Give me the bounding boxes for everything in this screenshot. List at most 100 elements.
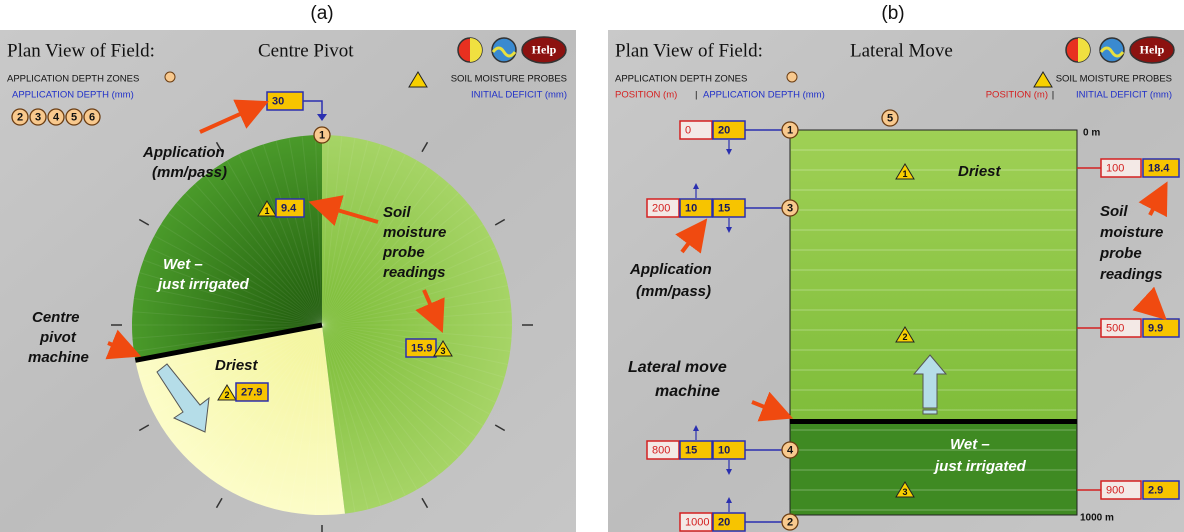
texture-line — [321, 324, 468, 448]
separator: | — [695, 90, 697, 101]
direction-arrow — [726, 497, 732, 503]
zone-number: 3 — [35, 111, 41, 123]
texture-line — [301, 324, 323, 515]
zone-number: 1 — [787, 124, 793, 136]
lateral-machine — [790, 419, 1077, 424]
texture-line — [215, 167, 323, 326]
texture-line — [238, 324, 323, 496]
depth-value: 20 — [718, 516, 730, 528]
texture-line — [262, 144, 323, 326]
wet-sector — [131, 135, 322, 361]
texture-line — [136, 285, 323, 326]
position-box — [1100, 480, 1142, 500]
texture-line — [321, 272, 505, 326]
texture-line — [321, 148, 394, 326]
help-button[interactable] — [1129, 36, 1175, 64]
zone-key — [164, 71, 176, 83]
depth-value: 20 — [718, 124, 730, 136]
texture-line — [250, 324, 323, 502]
texture-line — [321, 324, 490, 415]
texture-line — [321, 324, 511, 352]
depth-value: 10 — [685, 202, 697, 214]
view-button-half — [470, 38, 482, 62]
depth-box — [679, 198, 713, 218]
texture-line — [288, 324, 323, 513]
direction-arrow — [726, 227, 732, 233]
position-box — [679, 512, 713, 532]
help-button[interactable] — [521, 36, 567, 64]
callout-arrow — [308, 195, 379, 226]
texture-line — [132, 324, 323, 339]
annotation: probe — [1099, 245, 1142, 262]
position-value: 1000 — [685, 516, 709, 528]
connector — [303, 100, 323, 117]
angle-tick — [494, 218, 506, 226]
annotation: Soil — [1100, 203, 1128, 220]
depth-box — [1142, 480, 1180, 500]
callout-arrow — [105, 329, 142, 360]
annotation: moisture — [383, 224, 446, 241]
zone-number: 6 — [89, 111, 95, 123]
annotation: pivot — [39, 329, 77, 346]
depth-box — [405, 338, 437, 358]
texture-line — [321, 247, 496, 326]
annotation: Application — [629, 261, 712, 278]
help-label: Help — [1140, 42, 1165, 56]
probe-number: 1 — [264, 206, 269, 216]
depth-value: 9.4 — [281, 202, 297, 214]
panel-caption: (a) — [310, 3, 333, 24]
annotation: machine — [28, 349, 89, 366]
zone-number: 4 — [53, 111, 60, 123]
texture-line — [160, 223, 323, 326]
position-label: POSITION (m) — [986, 90, 1048, 101]
wet-strip — [789, 421, 1078, 516]
probe-number: 1 — [902, 169, 907, 179]
texture-line — [321, 285, 508, 326]
deficit-label: INITIAL DEFICIT (mm) — [1076, 90, 1172, 101]
angle-tick — [138, 218, 150, 226]
probes-label: SOIL MOISTURE PROBES — [451, 74, 567, 85]
panel-mode: Lateral Move — [850, 40, 953, 61]
zone-number: 5 — [887, 112, 893, 124]
depth-label: APPLICATION DEPTH (mm) — [12, 90, 134, 101]
rotation-arrow — [156, 363, 210, 433]
probe-number: 3 — [440, 346, 445, 356]
zone-number: 3 — [787, 202, 793, 214]
probe-marker — [1033, 71, 1053, 88]
annotation: probe — [382, 244, 425, 261]
texture-line — [321, 324, 406, 496]
annotation: Centre — [32, 309, 80, 326]
field-start: 0 m — [1083, 128, 1100, 139]
texture-line — [238, 154, 323, 326]
zones-label: APPLICATION DEPTH ZONES — [7, 74, 139, 85]
texture-line — [321, 259, 501, 326]
texture-line — [321, 324, 394, 502]
depth-value: 9.9 — [1148, 322, 1163, 334]
depth-value: 15.9 — [411, 342, 432, 354]
annotation: (mm/pass) — [636, 283, 711, 300]
texture-line — [321, 212, 477, 326]
probe-marker — [217, 384, 237, 401]
depth-value: 15 — [718, 202, 730, 214]
panel-title: Plan View of Field: — [615, 40, 763, 61]
texture-line — [321, 324, 484, 427]
annotation: (mm/pass) — [152, 164, 227, 181]
zone-number: 1 — [319, 129, 325, 141]
annotation: Driest — [215, 357, 259, 374]
annotation: just irrigated — [933, 458, 1027, 475]
depth-value: 30 — [272, 95, 284, 107]
texture-line — [321, 167, 429, 326]
travel-arrow — [912, 354, 948, 409]
depth-value: 2.9 — [1148, 484, 1163, 496]
depth-value: 27.9 — [241, 386, 262, 398]
direction-arrow — [317, 114, 327, 121]
texture-line — [176, 202, 323, 326]
zone-number: 2 — [17, 111, 23, 123]
texture-line — [226, 324, 323, 490]
angle-tick — [421, 141, 429, 153]
texture-line — [154, 235, 323, 326]
annotation: Driest — [958, 163, 1002, 180]
annotation: Application — [142, 144, 225, 161]
texture-line — [321, 324, 369, 510]
zone-marker — [313, 126, 331, 144]
